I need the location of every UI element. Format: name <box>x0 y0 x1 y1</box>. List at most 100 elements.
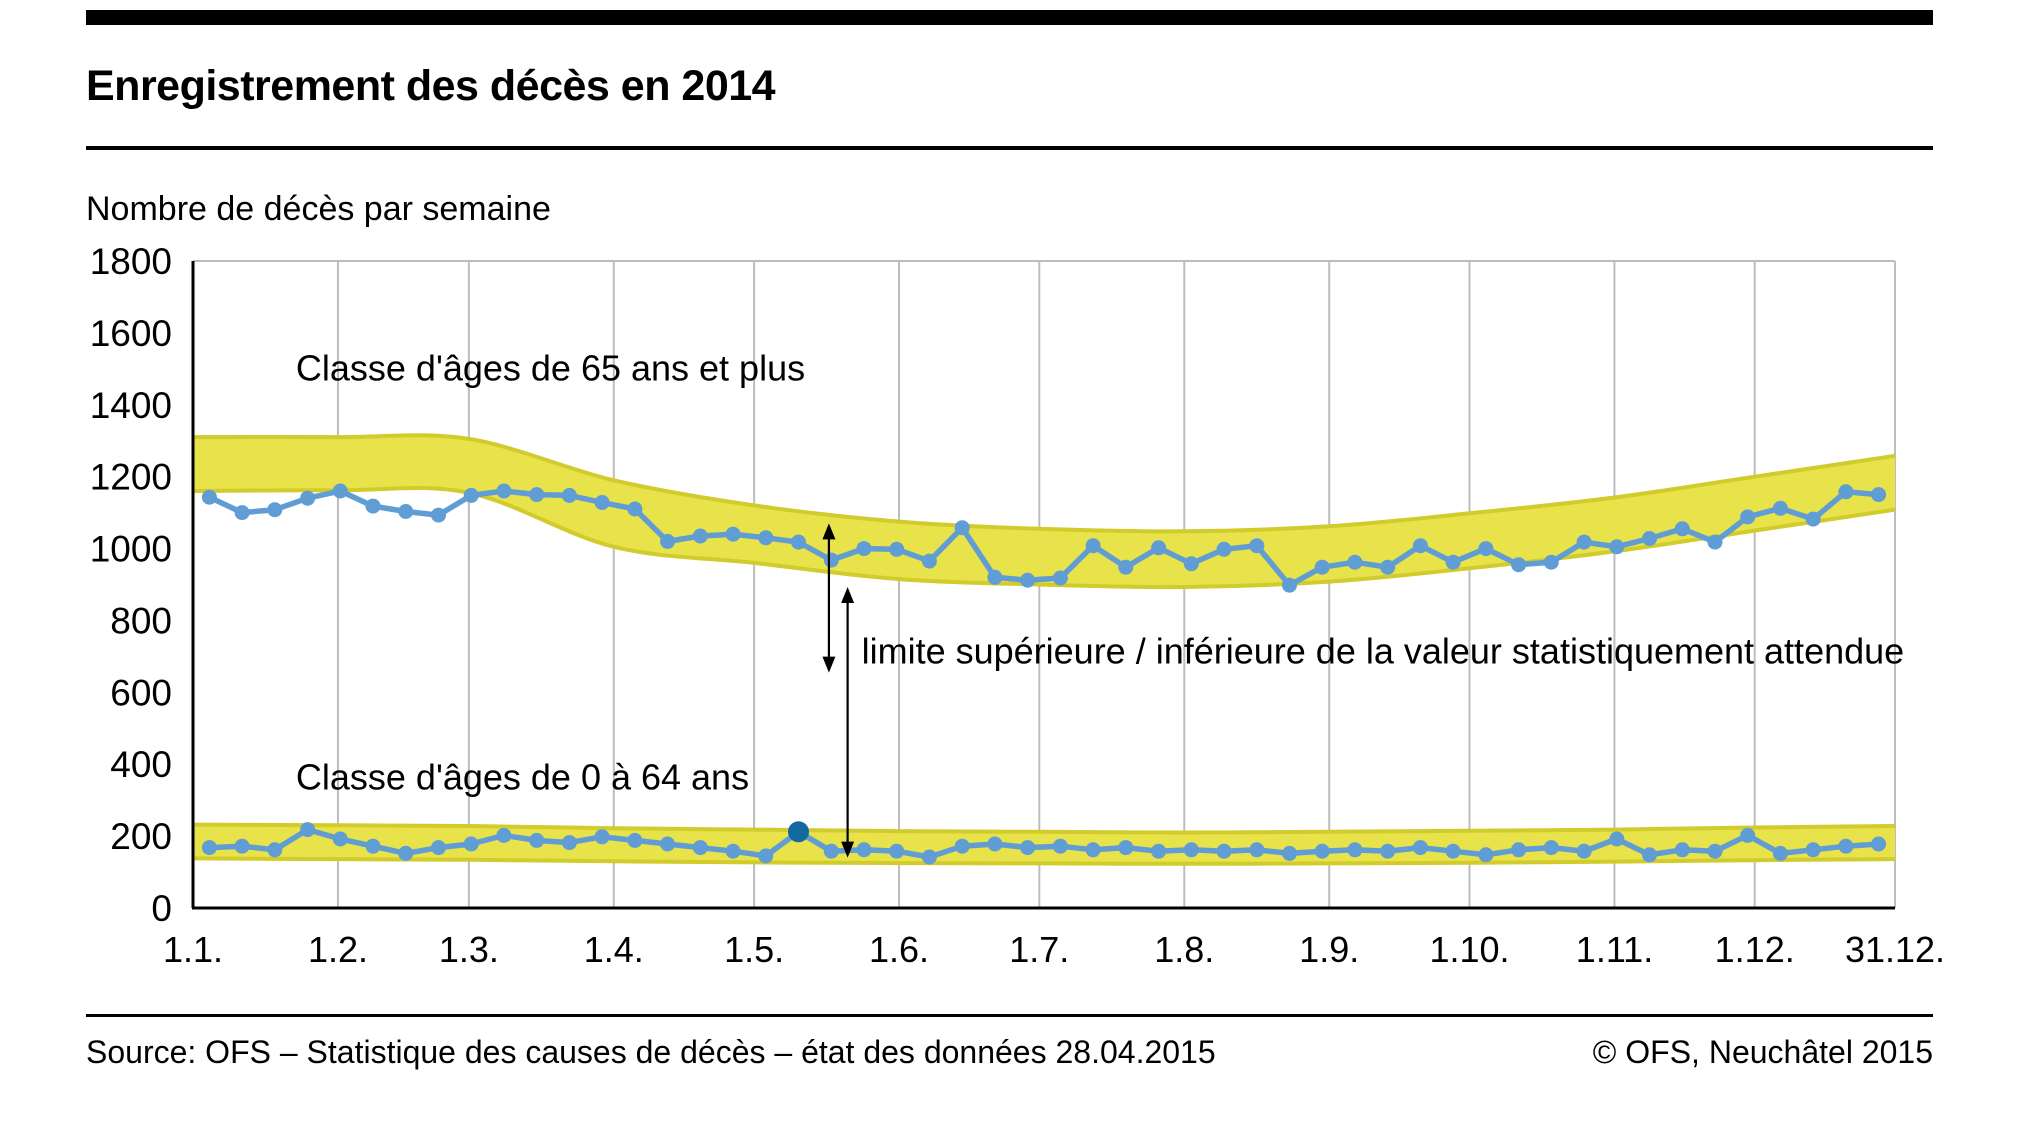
week-point <box>1085 842 1101 858</box>
week-point <box>660 533 676 549</box>
x-tick-label: 1.1. <box>163 929 223 970</box>
y-tick-label: 0 <box>151 888 172 929</box>
week-point <box>1609 831 1625 847</box>
y-tick-label: 1000 <box>90 529 172 570</box>
y-axis-caption: Nombre de décès par semaine <box>86 190 551 228</box>
week-point <box>1412 538 1428 554</box>
limit-annotation-text: limite supérieure / inférieure de la val… <box>862 631 1905 672</box>
week-point <box>1347 554 1363 570</box>
week-point <box>561 835 577 851</box>
week-point <box>1314 843 1330 859</box>
x-tick-label: 1.8. <box>1154 929 1214 970</box>
week-point <box>758 848 774 864</box>
week-point <box>1609 539 1625 555</box>
week-point <box>1380 843 1396 859</box>
week-point <box>365 498 381 514</box>
week-point <box>627 832 643 848</box>
week-point <box>692 840 708 856</box>
axes <box>191 261 1895 910</box>
week-point <box>234 838 250 854</box>
y-tick-label: 1600 <box>90 313 172 354</box>
week-point <box>300 822 316 838</box>
week-point <box>1020 572 1036 588</box>
week-point <box>1478 541 1494 557</box>
week-point <box>1282 845 1297 861</box>
week-point <box>1216 843 1232 859</box>
x-tick-label: 1.4. <box>584 929 644 970</box>
copyright-note: © OFS, Neuchâtel 2015 <box>1592 1034 1933 1070</box>
week-point <box>463 487 479 503</box>
week-point <box>1216 541 1232 557</box>
week-point <box>823 552 839 568</box>
week-point <box>1576 843 1592 859</box>
week-point <box>987 569 1003 585</box>
page-title: Enregistrement des décès en 2014 <box>86 62 776 110</box>
week-point <box>529 832 545 848</box>
week-point <box>365 838 381 854</box>
week-point <box>594 495 610 510</box>
source-note: Source: OFS – Statistique des causes de … <box>86 1034 1216 1070</box>
gridlines <box>192 260 1896 908</box>
week-point <box>1707 843 1723 859</box>
y-tick-label: 600 <box>110 672 172 713</box>
x-tick-label: 31.12. <box>1845 929 1945 970</box>
week-point <box>1511 842 1527 858</box>
x-tick-label: 1.6. <box>869 929 929 970</box>
week-point <box>1085 538 1101 554</box>
week-point <box>1445 554 1461 570</box>
week-point <box>921 553 937 569</box>
week-point <box>823 843 839 859</box>
week-point <box>431 507 446 523</box>
week-point <box>1183 556 1199 572</box>
week-point <box>1052 570 1068 586</box>
week-point <box>300 490 316 506</box>
week-point <box>954 838 970 854</box>
week-point <box>1249 842 1265 858</box>
week-point <box>889 843 905 859</box>
week-point <box>758 530 774 546</box>
series-labels: Classe d'âges de 65 ans et plus Classe d'… <box>296 347 805 797</box>
week-point <box>1543 840 1559 856</box>
week-point <box>1151 540 1167 556</box>
week-point <box>561 487 577 503</box>
week-point <box>1772 845 1788 861</box>
week-point <box>1052 838 1068 854</box>
week-point <box>1380 559 1396 575</box>
title-divider <box>86 146 1933 150</box>
series-label-0-64: Classe d'âges de 0 à 64 ans <box>296 756 749 797</box>
week-point <box>1314 559 1330 575</box>
week-point <box>1871 836 1887 852</box>
x-tick-label: 1.5. <box>724 929 784 970</box>
week-point <box>496 827 512 843</box>
week-point <box>1674 842 1690 858</box>
week-point <box>1118 840 1134 856</box>
week-point <box>594 829 610 845</box>
week-point <box>1020 840 1036 856</box>
week-point <box>1740 509 1756 525</box>
week-point <box>1838 484 1854 500</box>
week-point <box>1118 559 1134 575</box>
y-tick-label: 800 <box>110 600 172 641</box>
week-point <box>725 843 741 859</box>
x-axis-labels: 1.1. 1.2. 1.3. 1.4. 1.5. 1.6. 1.7. 1.8. 1.9. 1.10… <box>163 929 1945 970</box>
x-tick-label: 1.11. <box>1576 929 1653 970</box>
week-point <box>1511 557 1527 573</box>
week-point <box>889 541 905 557</box>
week-point <box>791 534 806 550</box>
week-point <box>1412 840 1428 856</box>
week-point <box>431 840 446 856</box>
week-point <box>1249 538 1265 554</box>
week-point <box>1871 487 1887 503</box>
week-point <box>1838 838 1854 854</box>
week-point <box>856 842 872 858</box>
x-tick-label: 1.2. <box>308 929 368 970</box>
week-point <box>332 483 348 499</box>
week-point <box>627 501 643 517</box>
week-point <box>1805 511 1821 527</box>
arrowhead-down-icon <box>841 841 855 858</box>
week-point <box>496 483 512 499</box>
highlighted-week-point <box>788 821 809 843</box>
week-point <box>1347 842 1363 858</box>
arrowhead-down-icon <box>822 656 836 673</box>
